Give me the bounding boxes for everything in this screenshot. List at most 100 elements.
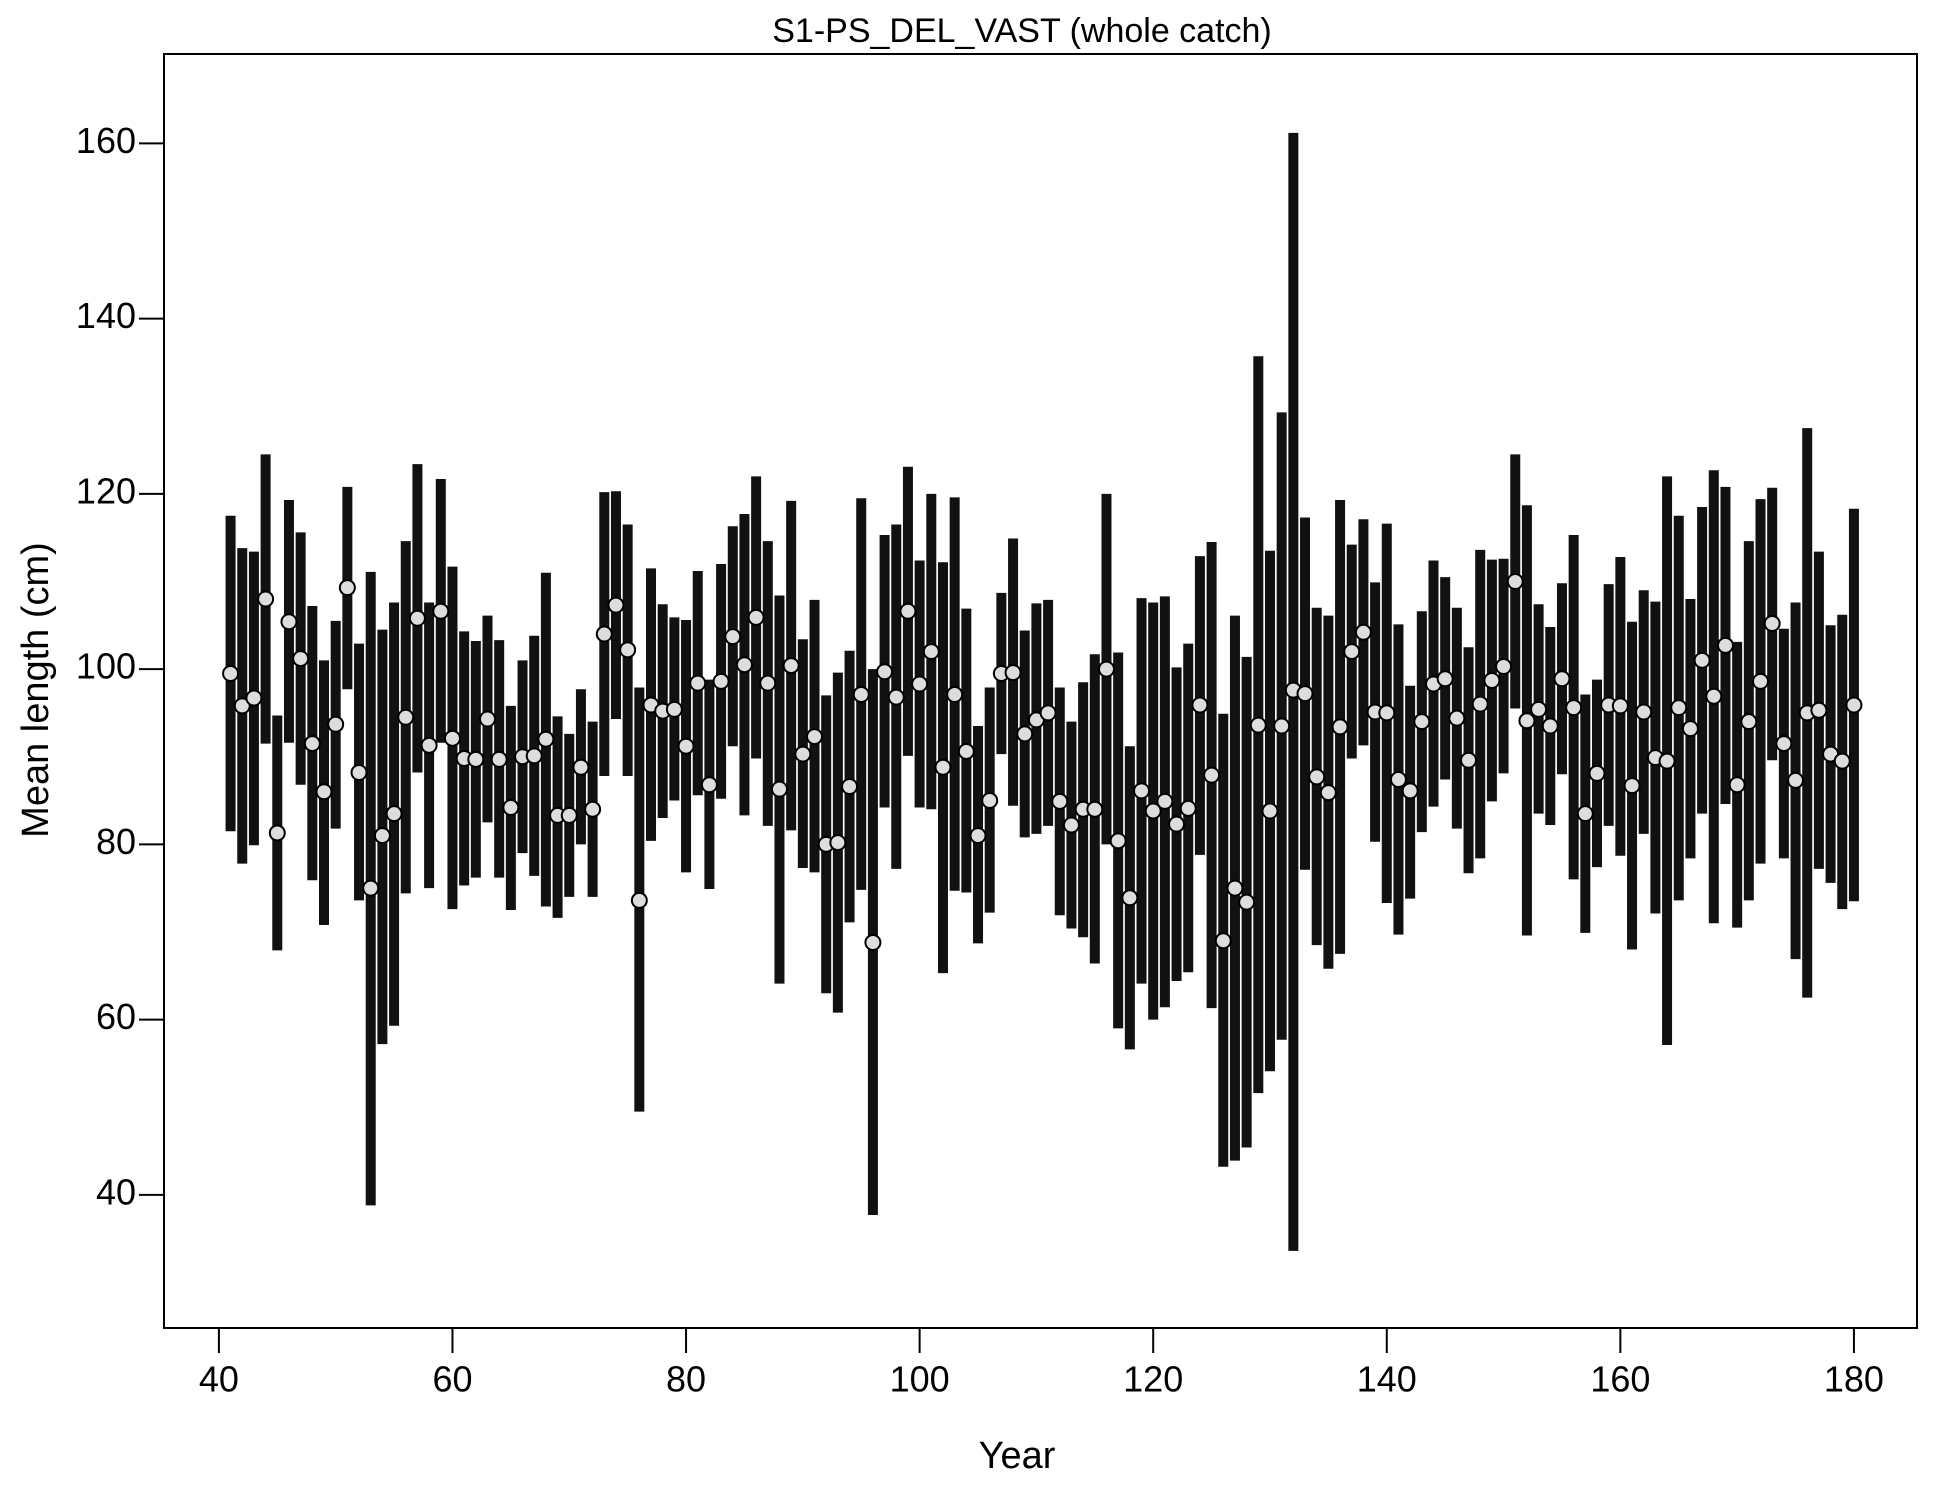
mean-point	[1389, 770, 1407, 788]
mean-point	[782, 657, 800, 675]
mean-point	[1740, 713, 1758, 731]
mean-point	[806, 728, 824, 746]
mean-point	[1471, 695, 1489, 713]
mean-point	[1681, 720, 1699, 738]
mean-point	[584, 800, 602, 818]
mean-point	[1763, 615, 1781, 633]
mean-point	[1121, 889, 1139, 907]
mean-point	[619, 641, 637, 659]
x-tick-label: 60	[432, 1359, 472, 1400]
mean-point	[420, 736, 438, 754]
mean-point	[852, 686, 870, 704]
mean-point	[1436, 670, 1454, 688]
x-tick-label: 100	[890, 1359, 950, 1400]
mean-point	[665, 700, 683, 718]
mean-point	[397, 708, 415, 726]
mean-point	[560, 806, 578, 824]
mean-point	[759, 674, 777, 692]
mean-point	[373, 827, 391, 845]
mean-point	[1343, 643, 1361, 661]
mean-point	[1273, 717, 1291, 735]
plot-frame	[163, 53, 1918, 1329]
mean-point	[385, 805, 403, 823]
mean-point	[595, 625, 613, 643]
mean-point	[747, 608, 765, 626]
mean-point	[1506, 572, 1524, 590]
mean-point	[1062, 816, 1080, 834]
mean-point	[1308, 768, 1326, 786]
mean-point	[1378, 704, 1396, 722]
mean-point	[934, 758, 952, 776]
mean-point	[268, 824, 286, 842]
mean-point	[1296, 685, 1314, 703]
mean-point	[1576, 805, 1594, 823]
mean-point	[1331, 718, 1349, 736]
mean-point	[1214, 932, 1232, 950]
mean-point	[1623, 777, 1641, 795]
y-tick-label: 80	[96, 821, 136, 862]
mean-point	[1845, 696, 1863, 714]
y-tick-label: 40	[96, 1171, 136, 1212]
mean-point	[1448, 709, 1466, 727]
mean-point	[245, 689, 263, 707]
mean-point	[222, 664, 240, 682]
mean-point	[1635, 703, 1653, 721]
mean-point	[1168, 815, 1186, 833]
x-tick-label: 40	[199, 1359, 239, 1400]
mean-point	[794, 745, 812, 763]
mean-point	[1133, 782, 1151, 800]
mean-point	[490, 750, 508, 768]
mean-point	[1413, 713, 1431, 731]
mean-point	[1716, 636, 1734, 654]
mean-point	[1705, 687, 1723, 705]
x-tick-label: 120	[1123, 1359, 1183, 1400]
mean-point	[1097, 660, 1115, 678]
mean-point	[1249, 716, 1267, 734]
mean-point	[1810, 701, 1828, 719]
mean-point	[1261, 802, 1279, 820]
mean-point	[1752, 672, 1770, 690]
mean-point	[1483, 671, 1501, 689]
mean-point	[338, 579, 356, 597]
mean-point	[1775, 735, 1793, 753]
mean-point	[257, 590, 275, 608]
mean-point	[899, 602, 917, 620]
mean-point	[677, 737, 695, 755]
mean-point	[1541, 717, 1559, 735]
mean-point	[1144, 802, 1162, 820]
mean-point	[1039, 704, 1057, 722]
mean-point	[864, 933, 882, 951]
x-axis-title: Year	[979, 1435, 1056, 1477]
mean-point	[1203, 766, 1221, 784]
x-tick-label: 80	[666, 1359, 706, 1400]
mean-point	[981, 792, 999, 810]
mean-point	[432, 602, 450, 620]
mean-point	[1728, 776, 1746, 794]
mean-point	[350, 763, 368, 781]
mean-point	[1670, 699, 1688, 717]
mean-point	[1611, 697, 1629, 715]
mean-point	[292, 650, 310, 668]
mean-point	[1004, 664, 1022, 682]
mean-point	[1109, 832, 1127, 850]
mean-point	[572, 758, 590, 776]
mean-point	[607, 596, 625, 614]
mean-point	[922, 643, 940, 661]
mean-point	[1354, 623, 1372, 641]
mean-point	[876, 663, 894, 681]
mean-point	[630, 891, 648, 909]
mean-point	[911, 675, 929, 693]
x-tick-label: 160	[1590, 1359, 1650, 1400]
mean-point	[946, 686, 964, 704]
mean-point	[280, 613, 298, 631]
mean-point	[829, 834, 847, 852]
y-tick-label: 100	[76, 646, 136, 687]
mean-point	[467, 750, 485, 768]
mean-point	[887, 688, 905, 706]
mean-point	[1833, 752, 1851, 770]
mean-point	[1401, 782, 1419, 800]
mean-point	[770, 780, 788, 798]
mean-point	[1238, 893, 1256, 911]
mean-point	[443, 729, 461, 747]
y-tick-label: 120	[76, 470, 136, 511]
